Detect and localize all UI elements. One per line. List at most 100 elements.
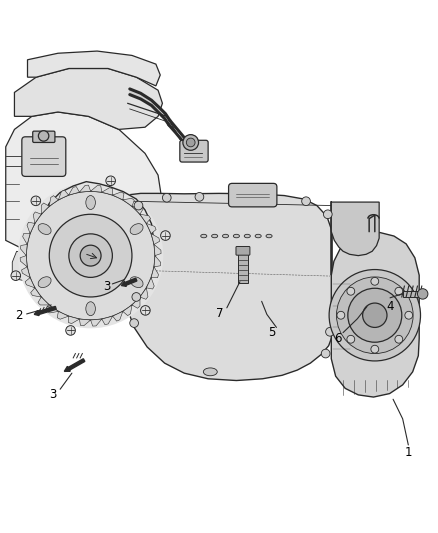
Polygon shape (21, 267, 30, 278)
Polygon shape (113, 192, 124, 200)
Text: 5: 5 (268, 326, 276, 339)
Ellipse shape (130, 277, 143, 288)
Ellipse shape (223, 235, 229, 238)
Circle shape (417, 289, 428, 299)
Circle shape (106, 176, 116, 185)
Circle shape (347, 287, 355, 295)
Polygon shape (41, 203, 49, 214)
Polygon shape (14, 68, 162, 130)
Polygon shape (151, 267, 159, 278)
Polygon shape (121, 193, 332, 381)
Circle shape (348, 288, 402, 342)
Circle shape (337, 311, 345, 319)
Polygon shape (165, 114, 170, 125)
Polygon shape (154, 245, 161, 256)
Polygon shape (91, 319, 102, 326)
Circle shape (405, 311, 413, 319)
Polygon shape (25, 278, 35, 288)
Ellipse shape (38, 224, 51, 235)
Ellipse shape (212, 235, 218, 238)
Polygon shape (27, 222, 35, 233)
Ellipse shape (255, 235, 261, 238)
Circle shape (347, 335, 355, 343)
Text: 1: 1 (405, 446, 412, 459)
Circle shape (11, 271, 21, 280)
Ellipse shape (86, 196, 95, 209)
Circle shape (325, 327, 334, 336)
FancyBboxPatch shape (33, 131, 55, 142)
Polygon shape (141, 93, 152, 106)
Text: 7: 7 (216, 307, 224, 320)
FancyBboxPatch shape (180, 140, 208, 162)
Polygon shape (146, 278, 154, 289)
Polygon shape (28, 51, 160, 86)
Circle shape (186, 138, 195, 147)
Circle shape (161, 231, 170, 240)
Polygon shape (132, 297, 140, 308)
Polygon shape (6, 112, 162, 256)
Polygon shape (20, 256, 27, 267)
Circle shape (302, 197, 311, 206)
Ellipse shape (233, 235, 240, 238)
Ellipse shape (266, 235, 272, 238)
Polygon shape (331, 202, 379, 256)
Ellipse shape (201, 235, 207, 238)
Circle shape (232, 192, 241, 200)
FancyBboxPatch shape (236, 246, 250, 255)
Circle shape (66, 326, 75, 335)
Circle shape (49, 214, 132, 297)
Polygon shape (140, 288, 148, 300)
Circle shape (329, 270, 420, 361)
Circle shape (371, 345, 379, 353)
Ellipse shape (130, 224, 143, 235)
Ellipse shape (244, 235, 251, 238)
Text: 4: 4 (386, 300, 394, 313)
Bar (238, 253, 248, 282)
Circle shape (69, 234, 113, 277)
Polygon shape (33, 212, 41, 223)
Polygon shape (146, 223, 156, 233)
Polygon shape (47, 305, 58, 313)
Circle shape (323, 210, 332, 219)
Polygon shape (331, 201, 419, 397)
Polygon shape (68, 316, 79, 324)
Polygon shape (38, 297, 49, 305)
FancyBboxPatch shape (22, 137, 66, 176)
Circle shape (363, 303, 387, 327)
Polygon shape (69, 187, 79, 195)
Polygon shape (91, 185, 102, 192)
Circle shape (336, 277, 413, 353)
FancyArrow shape (121, 278, 137, 286)
Polygon shape (158, 107, 166, 118)
FancyBboxPatch shape (229, 183, 277, 207)
Polygon shape (58, 190, 69, 200)
Ellipse shape (86, 302, 95, 316)
Circle shape (141, 305, 150, 315)
Circle shape (321, 349, 330, 358)
Text: 3: 3 (49, 389, 57, 401)
Polygon shape (79, 319, 91, 326)
Polygon shape (132, 206, 143, 214)
Circle shape (195, 192, 204, 201)
Circle shape (130, 319, 138, 327)
Polygon shape (123, 305, 132, 316)
Polygon shape (79, 185, 91, 192)
Polygon shape (31, 288, 41, 297)
Text: 2: 2 (15, 309, 22, 322)
Circle shape (183, 135, 198, 150)
Circle shape (80, 245, 101, 266)
FancyArrow shape (64, 359, 85, 372)
Text: 6: 6 (334, 332, 341, 345)
Ellipse shape (38, 277, 51, 288)
Circle shape (39, 131, 49, 141)
Polygon shape (102, 188, 113, 195)
Circle shape (162, 193, 171, 202)
Polygon shape (123, 198, 134, 206)
FancyArrow shape (34, 306, 56, 316)
Polygon shape (152, 100, 159, 112)
Polygon shape (57, 311, 69, 319)
Circle shape (395, 287, 403, 295)
Circle shape (26, 191, 155, 320)
Ellipse shape (203, 368, 217, 376)
Polygon shape (130, 89, 141, 99)
